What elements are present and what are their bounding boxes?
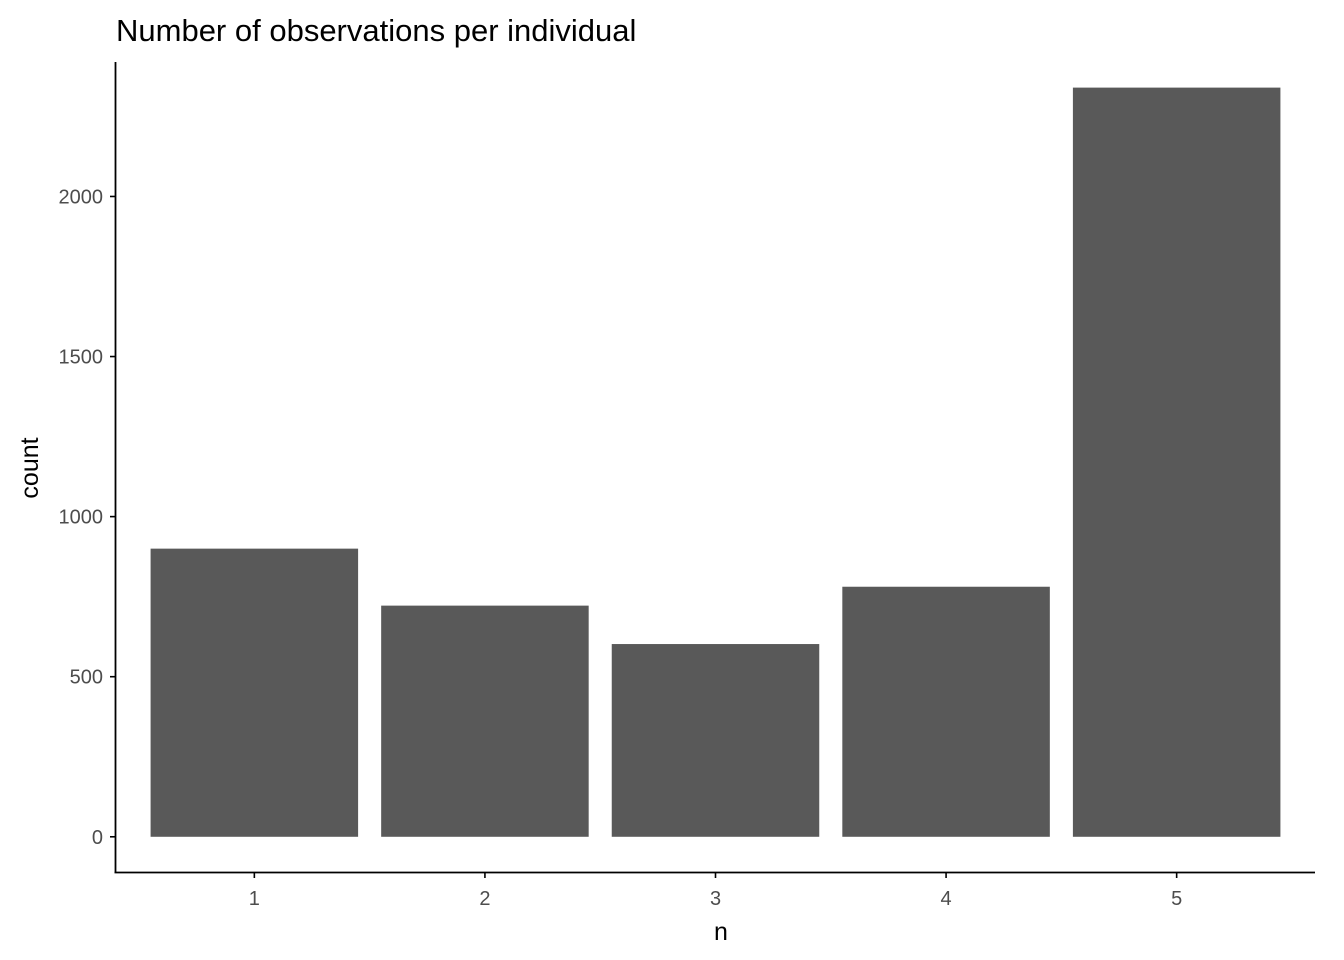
- y-tick-label: 1000: [59, 507, 104, 529]
- bar-1: [150, 548, 359, 837]
- bar-2: [381, 605, 589, 837]
- bar-5: [1072, 87, 1281, 837]
- y-ticks-group: 0 500 1000 1500 2000: [59, 186, 116, 849]
- y-tick-label: 500: [70, 667, 103, 689]
- x-tick-label: 1: [249, 888, 260, 910]
- bar-4: [842, 586, 1050, 837]
- y-tick-label: 2000: [59, 186, 104, 208]
- chart-title: Number of observations per individual: [116, 13, 636, 48]
- x-tick-label: 3: [710, 888, 721, 910]
- y-tick-label: 0: [92, 827, 103, 849]
- x-tick-label: 5: [1171, 888, 1182, 910]
- x-tick-label: 4: [941, 888, 952, 910]
- x-axis-label: n: [714, 918, 728, 946]
- bars-group: [150, 87, 1281, 837]
- x-tick-label: 2: [479, 888, 490, 910]
- bar-3: [611, 644, 820, 837]
- y-tick-label: 1500: [59, 347, 104, 369]
- y-axis-label: count: [16, 437, 44, 498]
- x-ticks-group: 1 2 3 4 5: [249, 872, 1182, 910]
